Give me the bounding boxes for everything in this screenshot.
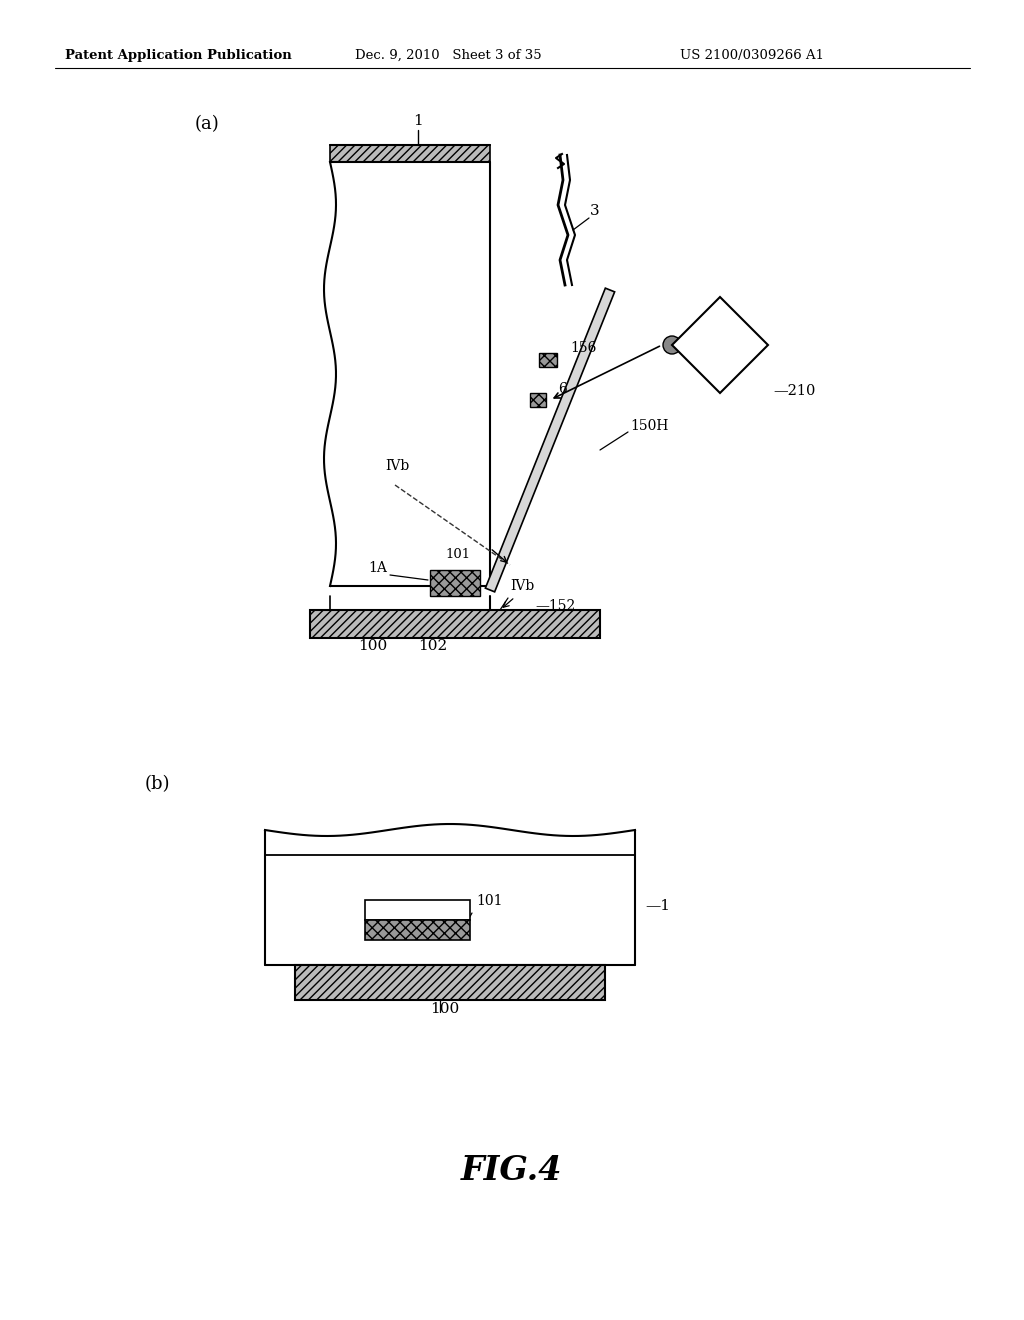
Text: 101: 101 [476,894,503,908]
Text: IVb: IVb [385,459,410,473]
Circle shape [663,337,681,354]
Text: FIG.4: FIG.4 [461,1154,563,1187]
Polygon shape [330,145,490,162]
Text: (a): (a) [195,115,220,133]
Text: 100: 100 [358,639,387,653]
Polygon shape [365,920,470,940]
Text: US 2100/0309266 A1: US 2100/0309266 A1 [680,49,824,62]
Polygon shape [485,288,614,591]
Text: —152: —152 [535,599,575,612]
Text: IVb: IVb [510,579,535,593]
Polygon shape [295,965,605,1001]
Polygon shape [672,297,768,393]
Text: 1A: 1A [368,561,387,576]
Text: (b): (b) [145,775,171,793]
Text: Dec. 9, 2010   Sheet 3 of 35: Dec. 9, 2010 Sheet 3 of 35 [355,49,542,62]
Text: —1: —1 [645,899,670,913]
Text: 150H: 150H [630,418,669,433]
Polygon shape [530,393,546,407]
Polygon shape [365,900,470,920]
Text: 156: 156 [570,341,596,355]
Text: 3: 3 [590,205,600,218]
Polygon shape [430,570,480,597]
Text: 101: 101 [445,548,470,561]
Text: 6: 6 [558,381,566,396]
Text: 102: 102 [418,639,447,653]
Polygon shape [539,352,557,367]
Text: Patent Application Publication: Patent Application Publication [65,49,292,62]
Polygon shape [310,610,600,638]
Text: —210: —210 [773,384,815,399]
Text: 100: 100 [430,1002,459,1016]
Text: 1: 1 [413,114,423,128]
